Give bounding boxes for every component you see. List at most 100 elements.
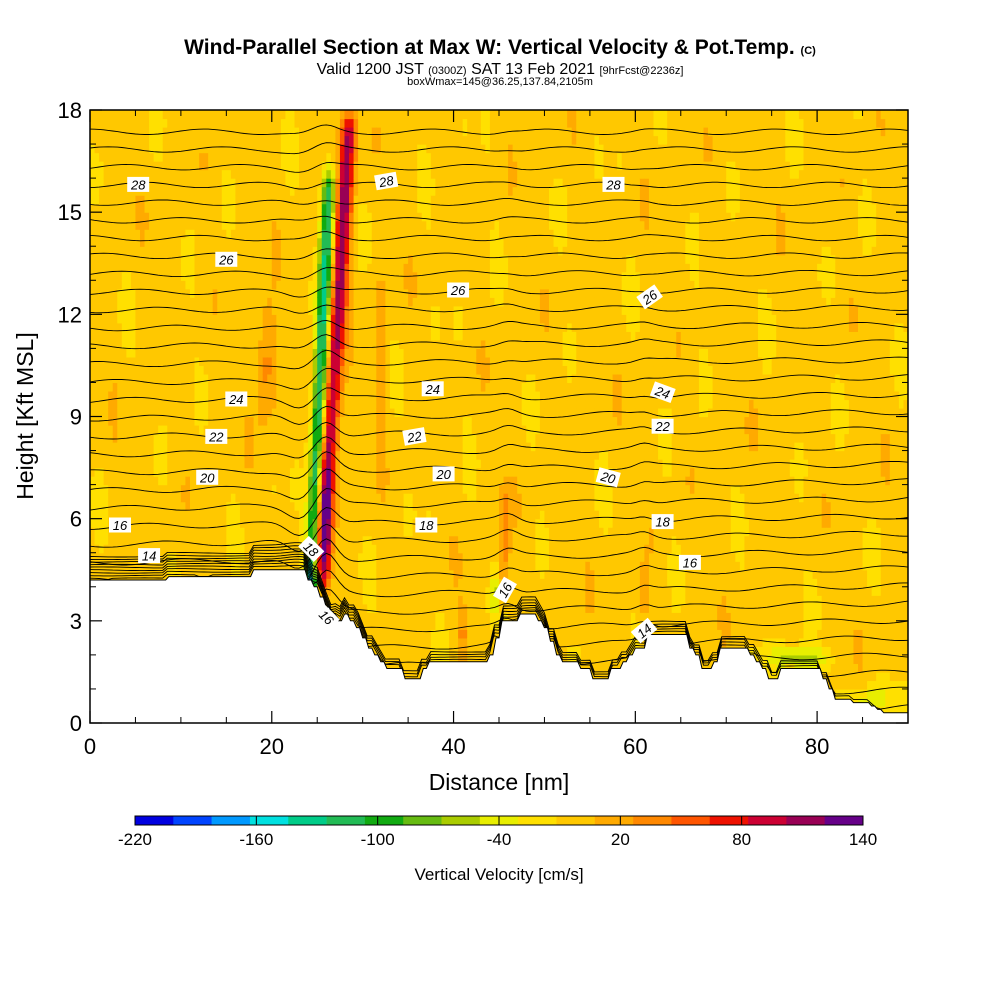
- field-cell: [339, 501, 346, 511]
- field-cell: [371, 297, 377, 307]
- field-cell: [171, 254, 177, 264]
- field-cell: [380, 493, 386, 503]
- field-cell: [99, 271, 105, 281]
- field-cell: [203, 288, 209, 298]
- field-cell: [139, 169, 146, 179]
- field-cell: [108, 144, 114, 154]
- field-cell: [235, 220, 241, 230]
- field-cell: [185, 569, 191, 579]
- field-cell: [326, 169, 332, 179]
- field-cell: [158, 459, 164, 469]
- field-cell: [353, 220, 359, 230]
- field-cell: [299, 476, 305, 486]
- field-cell: [139, 484, 146, 494]
- field-cell: [399, 161, 405, 171]
- field-cell: [289, 527, 296, 537]
- field-cell: [167, 212, 173, 222]
- field-cell: [276, 220, 282, 230]
- field-cell: [121, 442, 127, 452]
- field-cell: [221, 110, 227, 120]
- field-cell: [330, 322, 336, 332]
- field-cell: [280, 373, 287, 384]
- field-cell: [194, 535, 200, 545]
- field-cell: [103, 501, 109, 511]
- field-cell: [344, 493, 350, 503]
- field-cell: [362, 476, 368, 486]
- field-cell: [112, 169, 118, 179]
- field-cell: [371, 110, 377, 120]
- field-cell: [294, 467, 300, 477]
- field-cell: [258, 382, 264, 392]
- field-cell: [280, 220, 287, 230]
- field-cell: [321, 305, 327, 315]
- field-cell: [94, 348, 100, 358]
- field-cell: [94, 501, 100, 511]
- field-cell: [371, 399, 377, 409]
- field-cell: [367, 518, 373, 528]
- field-cell: [235, 144, 241, 154]
- field-cell: [358, 612, 364, 622]
- field-cell: [289, 535, 296, 545]
- field-cell: [235, 339, 241, 349]
- field-cell: [180, 297, 187, 307]
- field-cell: [371, 510, 377, 520]
- field-cell: [135, 569, 141, 579]
- field-cell: [280, 195, 287, 205]
- field-cell: [339, 493, 346, 503]
- field-cell: [312, 450, 318, 460]
- field-cell: [158, 467, 164, 477]
- field-cell: [299, 501, 305, 511]
- field-cell: [230, 407, 237, 418]
- field-cell: [308, 305, 314, 315]
- field-cell: [194, 314, 200, 324]
- field-cell: [394, 654, 400, 664]
- field-cell: [126, 263, 132, 273]
- field-cell: [394, 433, 400, 443]
- field-cell: [326, 578, 332, 588]
- field-cell: [162, 135, 168, 145]
- field-cell: [267, 220, 273, 230]
- field-cell: [262, 510, 268, 520]
- field-cell: [135, 339, 141, 349]
- field-cell: [385, 382, 391, 392]
- field-cell: [239, 382, 246, 392]
- field-cell: [112, 510, 118, 520]
- field-cell: [117, 169, 123, 179]
- field-cell: [149, 433, 155, 443]
- field-cell: [271, 288, 277, 298]
- field-cell: [308, 144, 314, 154]
- field-cell: [249, 399, 255, 409]
- field-cell: [262, 382, 268, 392]
- field-cell: [189, 552, 196, 562]
- forecast-info: [9hrFcst@2236z]: [599, 65, 684, 77]
- field-cell: [103, 467, 109, 477]
- field-cell: [94, 280, 100, 290]
- field-cell: [399, 144, 405, 154]
- field-cell: [308, 493, 314, 503]
- field-cell: [90, 246, 96, 256]
- field-cell: [199, 169, 205, 179]
- field-cell: [335, 339, 341, 349]
- field-cell: [90, 425, 96, 435]
- field-cell: [330, 442, 336, 452]
- field-cell: [203, 339, 209, 349]
- field-cell: [239, 297, 246, 307]
- field-cell: [280, 416, 287, 426]
- field-cell: [226, 510, 232, 520]
- field-cell: [139, 203, 146, 213]
- field-cell: [267, 493, 273, 503]
- field-cell: [176, 195, 182, 205]
- field-cell: [244, 348, 250, 358]
- field-cell: [171, 493, 177, 503]
- field-cell: [349, 220, 355, 230]
- field-cell: [90, 569, 96, 579]
- field-cell: [303, 288, 309, 298]
- field-cell: [326, 220, 332, 230]
- field-cell: [253, 527, 259, 537]
- field-cell: [335, 356, 341, 367]
- field-cell: [267, 459, 273, 469]
- field-cell: [344, 527, 350, 537]
- field-cell: [380, 450, 386, 460]
- field-cell: [189, 390, 196, 401]
- field-cell: [217, 314, 223, 324]
